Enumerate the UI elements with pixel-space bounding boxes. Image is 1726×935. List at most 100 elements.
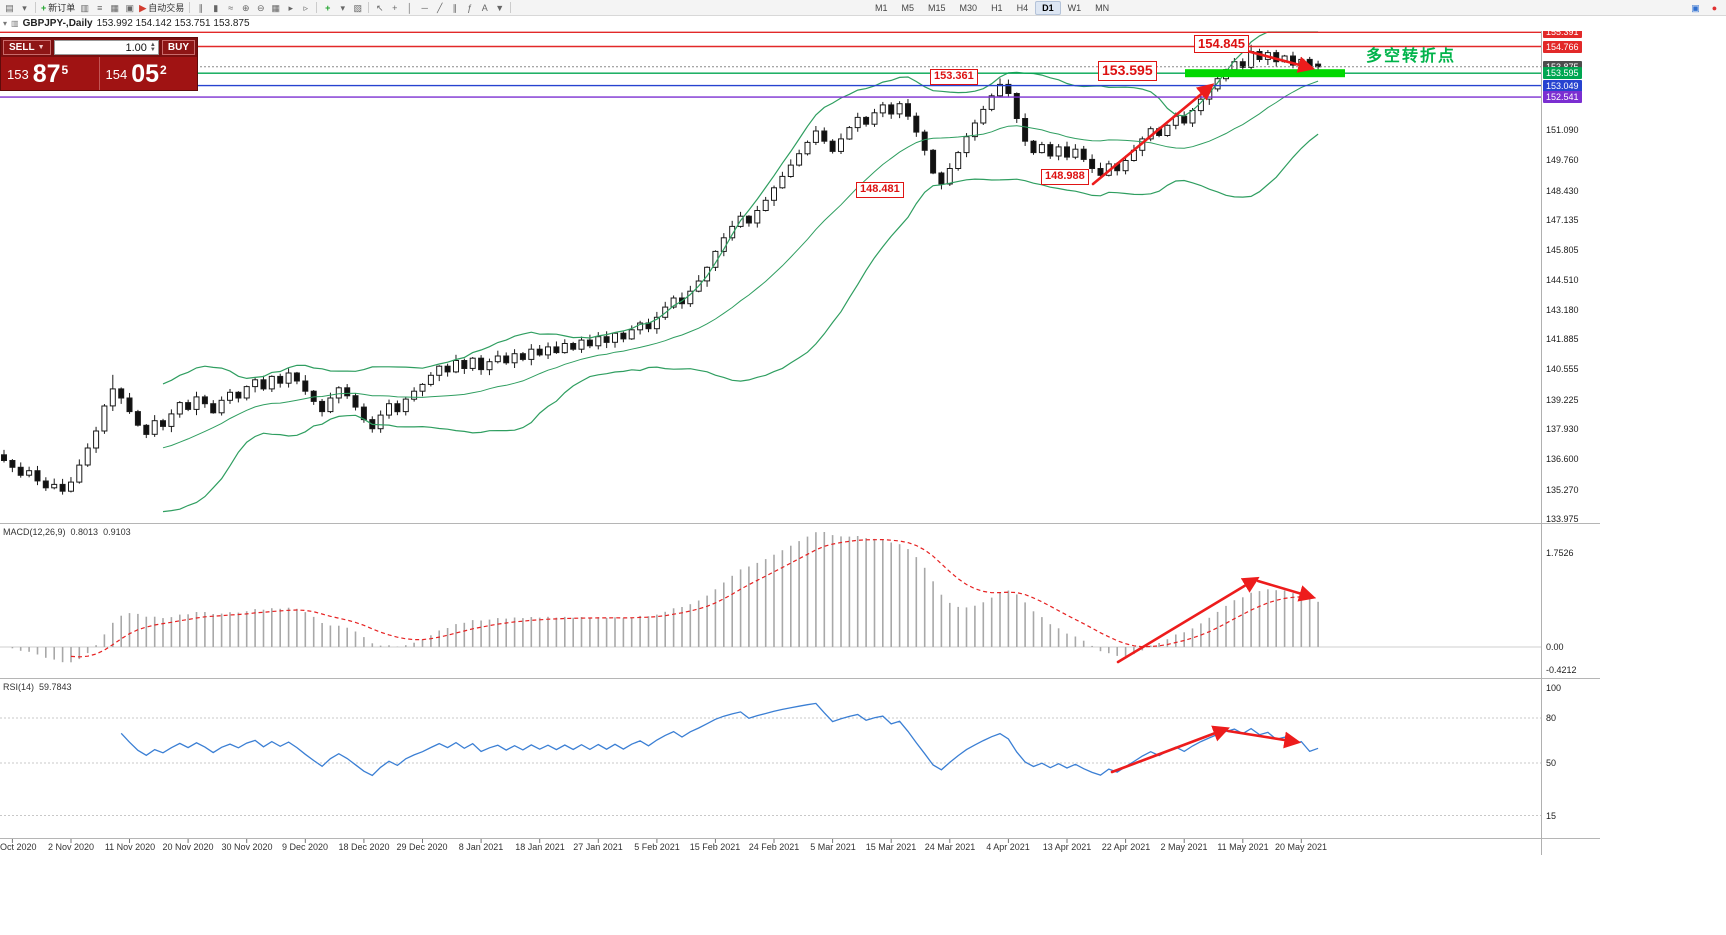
- timeframe-m5-button[interactable]: M5: [901, 3, 915, 13]
- candle-body: [545, 346, 551, 356]
- toolbar-separator: [189, 2, 191, 13]
- trade-panel-controls: SELL ▼ 1.00 ▲ ▼ BUY: [1, 38, 197, 57]
- alerts-icon[interactable]: ●: [1711, 3, 1718, 13]
- indicators-icon[interactable]: +: [320, 1, 335, 15]
- candle-body: [352, 395, 359, 408]
- zoom-out-icon[interactable]: ⊖: [253, 1, 268, 15]
- timeframe-h1-button[interactable]: H1: [991, 3, 1003, 13]
- bar-chart-icon[interactable]: ∥: [193, 1, 208, 15]
- new-chart-icon[interactable]: ▤: [2, 1, 17, 15]
- candle-body: [754, 210, 761, 224]
- candle-body: [227, 391, 233, 401]
- buy-price-main: 154: [105, 67, 128, 82]
- arrows-tool-icon[interactable]: ▼: [492, 1, 507, 15]
- indicators-icon: +: [325, 2, 331, 13]
- candle-body: [377, 414, 384, 430]
- candle-body: [51, 483, 58, 489]
- candle-body: [771, 187, 777, 201]
- new-order-button[interactable]: + 新订单: [39, 1, 77, 15]
- candle-body: [101, 405, 108, 432]
- candlestick-chart-icon[interactable]: ▮: [208, 1, 223, 15]
- volume-spinner[interactable]: ▲ ▼: [149, 41, 156, 53]
- trend-arrow: [1110, 725, 1230, 774]
- candle-body: [1189, 110, 1196, 124]
- candle-body: [176, 402, 183, 415]
- candle-body: [503, 355, 510, 364]
- auto-trading-button[interactable]: ▶ 自动交易: [137, 1, 186, 15]
- chart-window-icon[interactable]: ▥: [77, 1, 92, 15]
- candle-body: [687, 290, 694, 305]
- candle-body: [1080, 148, 1087, 160]
- candle-body: [971, 122, 978, 138]
- volume-input[interactable]: 1.00 ▲ ▼: [53, 40, 159, 55]
- volume-value: 1.00: [125, 41, 147, 54]
- profiles-icon[interactable]: ▾: [17, 1, 32, 15]
- channel-icon[interactable]: ∥: [447, 1, 462, 15]
- crosshair-icon[interactable]: +: [387, 1, 402, 15]
- templates-icon: ▧: [353, 2, 362, 13]
- support-zone-bar: [1185, 69, 1345, 78]
- fibonacci-icon[interactable]: ƒ: [462, 1, 477, 15]
- timeframe-m30-button[interactable]: M30: [959, 3, 978, 13]
- text-icon: A: [481, 2, 488, 13]
- spinner-down-icon[interactable]: ▼: [149, 46, 156, 53]
- zoom-in-icon[interactable]: ⊕: [238, 1, 253, 15]
- candle-body: [871, 112, 878, 125]
- candle-body: [126, 397, 133, 413]
- candle-body: [1022, 118, 1029, 142]
- trend-arrow: [1116, 576, 1260, 664]
- timeframe-w1-button[interactable]: W1: [1067, 3, 1082, 13]
- candle-body: [578, 339, 585, 350]
- candle-body: [536, 348, 543, 356]
- market-watch-icon[interactable]: ≡: [92, 1, 107, 15]
- timeframe-mn-button[interactable]: MN: [1095, 3, 1110, 13]
- spinner-up-icon[interactable]: ▲: [149, 41, 156, 48]
- candle-body: [896, 103, 903, 115]
- buy-price[interactable]: 154 05 2: [98, 57, 198, 90]
- horizontal-line-icon[interactable]: ─: [417, 1, 432, 15]
- candle-body: [260, 379, 267, 390]
- navigator-icon[interactable]: ▣: [122, 1, 137, 15]
- candle-body: [134, 411, 141, 426]
- cursor-icon: ↖: [375, 2, 384, 13]
- line-chart-icon[interactable]: ≈: [223, 1, 238, 15]
- auto-scroll-icon[interactable]: ▸: [283, 1, 298, 15]
- sell-price[interactable]: 153 87 5: [1, 57, 99, 90]
- chart-shift-icon[interactable]: ▹: [298, 1, 313, 15]
- timeframe-d1-button[interactable]: D1: [1035, 1, 1061, 15]
- sell-price-big: 87: [32, 60, 61, 88]
- candle-body: [603, 336, 610, 343]
- timeframe-m1-button[interactable]: M1: [875, 3, 888, 13]
- data-window-icon[interactable]: ▦: [107, 1, 122, 15]
- rsi-name: RSI(14): [3, 682, 35, 692]
- candle-body: [118, 388, 125, 399]
- candle-body: [427, 374, 434, 385]
- text-icon[interactable]: A: [477, 1, 492, 15]
- candle-body: [285, 372, 292, 384]
- sell-dropdown-icon[interactable]: ▼: [37, 44, 45, 51]
- trade-panel-prices: 153 87 5 154 05 2: [1, 57, 197, 90]
- candle-body: [469, 357, 476, 369]
- candle-body: [268, 375, 275, 390]
- candle-body: [561, 343, 568, 354]
- candlestick-series: [1, 44, 1322, 495]
- templates-icon[interactable]: ▧: [350, 1, 365, 15]
- community-icon[interactable]: ▣: [1691, 3, 1700, 13]
- timeframe-h4-button[interactable]: H4: [1016, 3, 1029, 13]
- timeframe-m15-button[interactable]: M15: [928, 3, 946, 13]
- sell-button[interactable]: SELL ▼: [3, 40, 51, 55]
- trendline-icon[interactable]: ╱: [432, 1, 447, 15]
- bollinger-middle-band: [162, 80, 1319, 449]
- tile-windows-icon[interactable]: ▦: [268, 1, 283, 15]
- candle-body: [293, 372, 300, 382]
- buy-button[interactable]: BUY: [161, 40, 195, 55]
- cursor-icon[interactable]: ↖: [372, 1, 387, 15]
- candle-body: [478, 357, 485, 371]
- candle-body: [821, 130, 828, 142]
- periods-icon[interactable]: ▾: [335, 1, 350, 15]
- toolbar-separator: [510, 2, 512, 13]
- candle-body: [612, 332, 618, 343]
- vertical-line-icon[interactable]: │: [402, 1, 417, 15]
- chart-menu-icon[interactable]: ▾: [3, 19, 8, 28]
